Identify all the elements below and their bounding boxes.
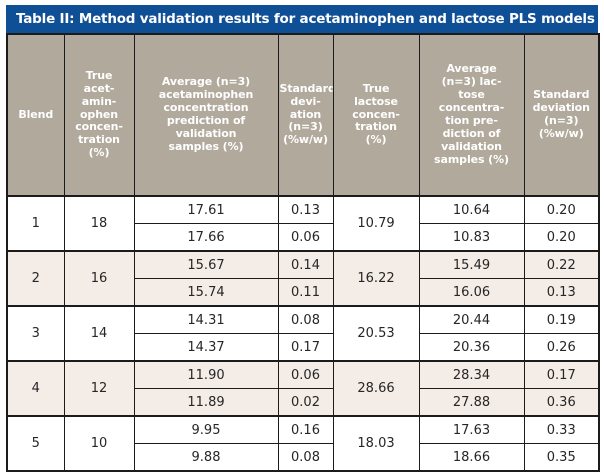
acetaminophen-sd-cell: 0.08 (277, 305, 334, 334)
lactose-prediction-cell: 16.06 (418, 278, 525, 307)
header-true-acetaminophen-concentration: True acet- amin- ophen concen- tration (… (63, 33, 135, 197)
lactose-prediction-cell: 20.36 (418, 333, 525, 362)
lactose-prediction-cell: 10.64 (418, 195, 525, 224)
blend-cell: 5 (6, 415, 65, 472)
acetaminophen-prediction-cell: 17.66 (133, 223, 279, 252)
true-lactose-cell: 16.22 (332, 250, 420, 307)
lactose-sd-cell: 0.17 (523, 360, 600, 389)
lactose-prediction-cell: 17.63 (418, 415, 525, 444)
lactose-prediction-cell: 10.83 (418, 223, 525, 252)
true-acetaminophen-cell: 18 (63, 195, 135, 252)
acetaminophen-sd-cell: 0.06 (277, 360, 334, 389)
acetaminophen-prediction-cell: 9.95 (133, 415, 279, 444)
acetaminophen-prediction-cell: 11.89 (133, 388, 279, 417)
acetaminophen-prediction-cell: 15.74 (133, 278, 279, 307)
header-true-lactose-concentration: True lactose concen- tration (%) (332, 33, 420, 197)
lactose-sd-cell: 0.35 (523, 443, 600, 472)
acetaminophen-prediction-cell: 15.67 (133, 250, 279, 279)
lactose-sd-cell: 0.13 (523, 278, 600, 307)
lactose-sd-cell: 0.19 (523, 305, 600, 334)
true-acetaminophen-cell: 14 (63, 305, 135, 362)
acetaminophen-sd-cell: 0.06 (277, 223, 334, 252)
true-lactose-cell: 20.53 (332, 305, 420, 362)
lactose-prediction-cell: 28.34 (418, 360, 525, 389)
table-row: 5 10 9.95 0.16 18.03 17.63 0.33 (6, 415, 600, 472)
acetaminophen-sd-cell: 0.13 (277, 195, 334, 224)
acetaminophen-sd-cell: 0.11 (277, 278, 334, 307)
acetaminophen-sd-cell: 0.17 (277, 333, 334, 362)
lactose-sd-cell: 0.20 (523, 195, 600, 224)
lactose-prediction-cell: 18.66 (418, 443, 525, 472)
table-row: 1 18 17.61 0.13 10.79 10.64 0.20 (6, 195, 600, 252)
blend-cell: 1 (6, 195, 65, 252)
acetaminophen-prediction-cell: 11.90 (133, 360, 279, 389)
true-acetaminophen-cell: 12 (63, 360, 135, 417)
acetaminophen-prediction-cell: 14.37 (133, 333, 279, 362)
true-lactose-cell: 28.66 (332, 360, 420, 417)
header-standard-deviation-acetaminophen: Standard devi- ation (n=3) (%w/w) (277, 33, 334, 197)
acetaminophen-prediction-cell: 17.61 (133, 195, 279, 224)
table-row: 2 16 15.67 0.14 16.22 15.49 0.22 (6, 250, 600, 307)
blend-cell: 3 (6, 305, 65, 362)
table-row: 4 12 11.90 0.06 28.66 28.34 0.17 (6, 360, 600, 417)
table-row: 17.66 0.06 10.83 0.20 (7, 223, 600, 252)
lactose-prediction-cell: 20.44 (418, 305, 525, 334)
header-average-lactose-prediction: Average (n=3) lac- tose concentra- tion … (418, 33, 525, 197)
header-average-acetaminophen-prediction: Average (n=3) acetaminophen concentratio… (133, 33, 279, 197)
lactose-prediction-cell: 27.88 (418, 388, 525, 417)
true-acetaminophen-cell: 10 (63, 415, 135, 472)
true-lactose-cell: 18.03 (332, 415, 420, 472)
table-row: 15.74 0.11 16.06 0.13 (7, 278, 600, 307)
blend-cell: 2 (6, 250, 65, 307)
table-row: 11.89 0.02 27.88 0.36 (7, 388, 600, 417)
lactose-sd-cell: 0.36 (523, 388, 600, 417)
header-standard-deviation-lactose: Standard deviation (n=3) (%w/w) (523, 33, 600, 197)
lactose-sd-cell: 0.22 (523, 250, 600, 279)
acetaminophen-sd-cell: 0.08 (277, 443, 334, 472)
acetaminophen-prediction-cell: 9.88 (133, 443, 279, 472)
blend-cell: 4 (6, 360, 65, 417)
acetaminophen-prediction-cell: 14.31 (133, 305, 279, 334)
true-lactose-cell: 10.79 (332, 195, 420, 252)
table-row: 3 14 14.31 0.08 20.53 20.44 0.19 (6, 305, 600, 362)
table-title: Table II: Method validation results for … (6, 5, 598, 33)
header-blend: Blend (6, 33, 65, 197)
lactose-sd-cell: 0.26 (523, 333, 600, 362)
table-row: 14.37 0.17 20.36 0.26 (7, 333, 600, 362)
lactose-prediction-cell: 15.49 (418, 250, 525, 279)
true-acetaminophen-cell: 16 (63, 250, 135, 307)
acetaminophen-sd-cell: 0.02 (277, 388, 334, 417)
validation-results-table: Blend True acet- amin- ophen concen- tra… (6, 33, 600, 472)
lactose-sd-cell: 0.20 (523, 223, 600, 252)
acetaminophen-sd-cell: 0.16 (277, 415, 334, 444)
table-figure: Table II: Method validation results for … (6, 5, 600, 472)
acetaminophen-sd-cell: 0.14 (277, 250, 334, 279)
table-header-row: Blend True acet- amin- ophen concen- tra… (6, 33, 600, 197)
lactose-sd-cell: 0.33 (523, 415, 600, 444)
